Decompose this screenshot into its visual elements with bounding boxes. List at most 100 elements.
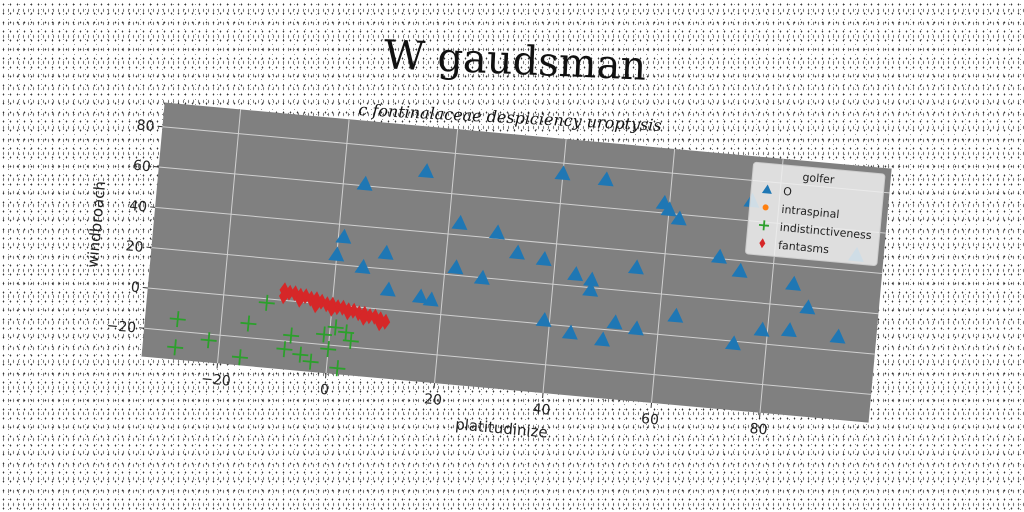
point-fantasms xyxy=(374,315,385,332)
point-o xyxy=(411,288,428,304)
point-o xyxy=(554,165,571,181)
point-indistinctiveness xyxy=(302,353,319,370)
point-fantasms xyxy=(322,296,332,313)
point-o xyxy=(417,163,434,179)
legend-marker xyxy=(758,220,770,231)
point-indistinctiveness xyxy=(320,341,337,358)
legend-box xyxy=(745,161,886,266)
y-tick-label: 0 xyxy=(130,279,140,296)
point-fantasms xyxy=(338,299,348,316)
point-o xyxy=(335,228,352,244)
point-o xyxy=(508,244,525,260)
point-fantasms xyxy=(278,288,289,305)
y-tick-label: 20 xyxy=(125,238,144,256)
legend: golfer Ointraspinalindistinctivenessfant… xyxy=(745,161,886,266)
point-fantasms xyxy=(370,308,380,325)
point-fantasms xyxy=(343,304,353,321)
point-indistinctiveness xyxy=(169,311,186,328)
point-o xyxy=(606,314,623,330)
point-o xyxy=(328,246,345,262)
point-o xyxy=(799,299,816,315)
x-axis-ticks: −20 0 20 40 60 80 xyxy=(201,363,768,439)
point-indistinctiveness xyxy=(316,326,333,343)
point-indistinctiveness xyxy=(200,332,217,349)
legend-marker xyxy=(762,204,769,211)
point-fantasms xyxy=(327,300,337,317)
legend-label: intraspinal xyxy=(781,203,840,221)
legend-label: fantasms xyxy=(778,239,830,257)
x-tick-label: 60 xyxy=(640,411,659,429)
point-o xyxy=(731,262,748,278)
point-indistinctiveness xyxy=(283,327,300,344)
x-tick-label: 0 xyxy=(319,382,329,399)
point-o xyxy=(447,259,464,275)
point-o xyxy=(535,251,552,267)
y-tick-label: 60 xyxy=(132,158,151,176)
point-fantasms xyxy=(306,290,316,307)
point-indistinctiveness xyxy=(327,319,344,336)
point-o xyxy=(753,321,770,337)
point-o xyxy=(535,311,552,328)
point-o xyxy=(597,171,614,187)
data-marks xyxy=(167,163,864,377)
point-indistinctiveness xyxy=(338,324,355,341)
point-o xyxy=(422,291,439,307)
point-indistinctiveness xyxy=(167,339,184,356)
point-indistinctiveness xyxy=(258,294,275,311)
point-indistinctiveness xyxy=(342,332,359,350)
point-fantasms xyxy=(295,291,305,308)
point-o xyxy=(488,224,505,240)
point-fantasms xyxy=(310,297,321,314)
point-o xyxy=(377,244,394,260)
y-tick-label: −20 xyxy=(106,318,137,337)
point-o xyxy=(354,258,371,274)
point-indistinctiveness xyxy=(240,315,257,332)
point-indistinctiveness xyxy=(329,360,346,377)
y-axis-label: windbroach xyxy=(83,180,109,268)
point-fantasms xyxy=(354,305,364,322)
point-indistinctiveness xyxy=(231,349,248,366)
x-grid-line xyxy=(216,109,242,364)
legend-title: golfer xyxy=(802,171,835,187)
x-tick-label: 80 xyxy=(749,421,768,439)
point-o xyxy=(567,266,584,282)
point-o xyxy=(356,175,373,191)
point-o xyxy=(780,322,797,338)
point-o xyxy=(594,331,610,347)
x-grid-line xyxy=(325,119,350,374)
y-tick-label: 40 xyxy=(129,198,148,216)
point-o xyxy=(583,271,600,287)
x-grid-line xyxy=(542,139,567,394)
point-fantasms xyxy=(359,309,369,326)
point-o xyxy=(670,210,687,226)
x-tick-label: 20 xyxy=(423,391,442,409)
point-o xyxy=(667,307,684,323)
point-o xyxy=(710,248,727,264)
point-fantasms xyxy=(290,285,300,302)
plot-area xyxy=(141,102,892,423)
point-indistinctiveness xyxy=(276,341,293,358)
x-grid-line xyxy=(651,148,676,403)
point-o xyxy=(451,214,468,230)
x-tick-label: 40 xyxy=(532,401,551,419)
y-axis-ticks: −20 0 20 40 60 80 xyxy=(106,117,163,337)
legend-marker xyxy=(761,184,772,194)
x-grid-line xyxy=(434,129,459,384)
y-grid-line xyxy=(144,327,872,395)
x-tick-label: −20 xyxy=(201,371,232,390)
y-grid-line xyxy=(151,247,879,315)
point-o xyxy=(785,275,802,291)
point-o xyxy=(627,259,644,275)
legend-label: O xyxy=(783,185,793,199)
point-o xyxy=(829,328,846,344)
point-o xyxy=(660,201,677,217)
point-o xyxy=(379,281,396,297)
y-tick-label: 80 xyxy=(136,117,155,135)
point-o xyxy=(724,335,741,351)
point-indistinctiveness xyxy=(292,346,309,363)
y-grid-line xyxy=(147,287,875,355)
legend-marker xyxy=(759,238,766,249)
point-o xyxy=(473,269,490,285)
x-axis-label: platitudinize xyxy=(454,415,548,441)
